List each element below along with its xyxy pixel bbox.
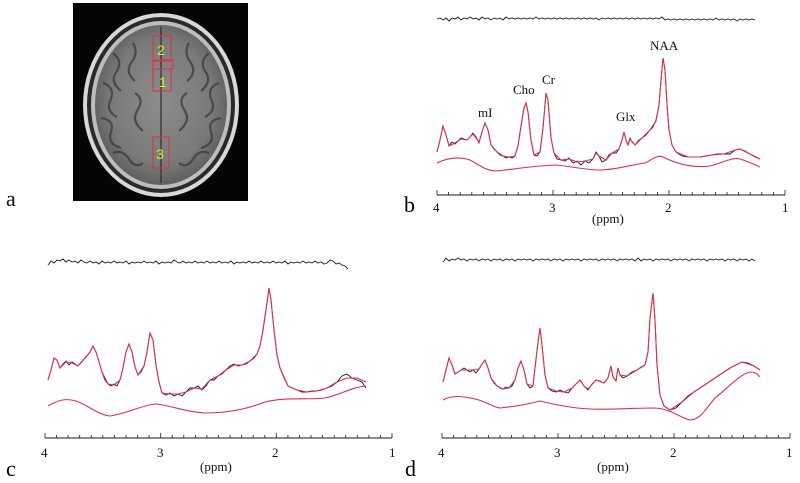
fit-line	[442, 292, 761, 411]
x-axis-title: (ppm)	[597, 459, 629, 474]
mri-axial-image: 2 1 3	[73, 3, 248, 201]
tick-1: 1	[389, 445, 396, 460]
panel-d-spectrum: d 4 3 2 1 (ppm)	[405, 257, 793, 481]
x-axis-title: (ppm)	[200, 459, 232, 474]
tick-4: 4	[41, 445, 48, 460]
roi-label-1: 1	[159, 74, 167, 90]
peak-label-glx: Glx	[616, 109, 636, 124]
tick-2: 2	[670, 445, 677, 460]
tick-3: 3	[157, 445, 164, 460]
tick-3: 3	[549, 200, 556, 215]
residual-line	[47, 258, 349, 270]
peak-label-cho: Cho	[513, 82, 535, 97]
brain-icon: 2 1 3	[83, 13, 239, 197]
roi-box-2	[152, 35, 172, 62]
residual-line	[442, 257, 756, 263]
panel-label-d: d	[405, 456, 416, 481]
panel-label-a: a	[6, 186, 16, 211]
tick-2: 2	[272, 445, 279, 460]
roi-box-1	[152, 68, 172, 92]
panel-c-spectrum: c 4 3 2 1 (ppm)	[6, 258, 396, 481]
tick-1: 1	[786, 445, 793, 460]
residual-line	[436, 16, 756, 22]
panel-label-b: b	[404, 192, 415, 217]
roi-label-2: 2	[157, 42, 165, 58]
panel-b-spectrum: 4 3 2 1 (ppm) mI Cho Cr Glx NAA	[433, 16, 789, 226]
baseline-line	[436, 155, 761, 172]
tick-1: 1	[782, 200, 789, 215]
roi-box-3	[152, 136, 170, 169]
measured-spectrum-line	[47, 287, 367, 397]
tick-3: 3	[554, 445, 561, 460]
measured-spectrum-line	[442, 292, 761, 411]
x-axis-ticks	[436, 190, 786, 195]
tick-4: 4	[438, 445, 445, 460]
x-axis-ticks	[441, 433, 791, 438]
peak-label-cr: Cr	[542, 72, 556, 87]
tick-4: 4	[433, 200, 440, 215]
fit-line	[436, 57, 761, 163]
fit-line	[47, 287, 367, 395]
x-axis-title: (ppm)	[592, 211, 624, 226]
peak-label-mi: mI	[478, 105, 492, 120]
tick-2: 2	[665, 200, 672, 215]
roi-label-3: 3	[156, 146, 164, 162]
baseline-line	[47, 385, 367, 417]
baseline-line	[442, 371, 761, 421]
peak-label-naa: NAA	[650, 38, 679, 53]
panel-label-c: c	[6, 456, 16, 481]
x-axis-ticks	[44, 433, 393, 438]
